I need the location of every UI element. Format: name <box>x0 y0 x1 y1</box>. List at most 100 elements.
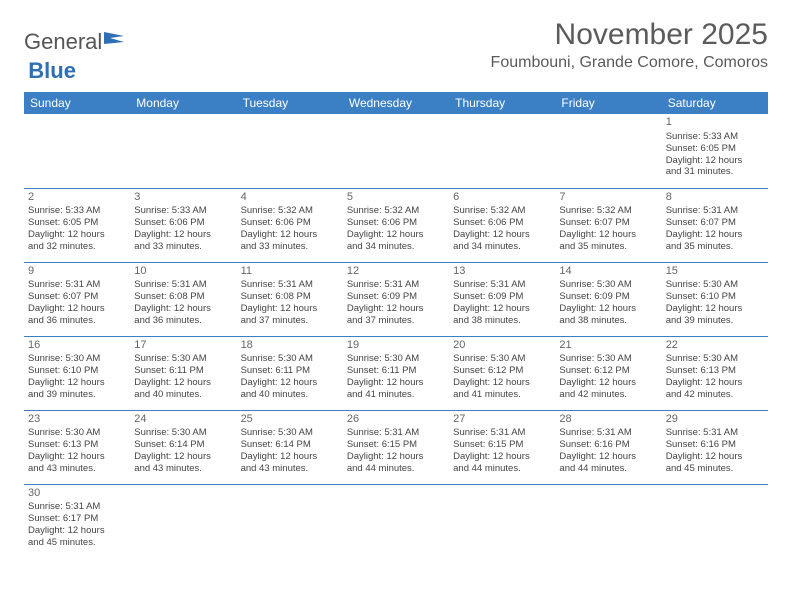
calendar-cell: 22Sunrise: 5:30 AMSunset: 6:13 PMDayligh… <box>662 336 768 410</box>
cell-text: Sunrise: 5:30 AM <box>28 353 126 365</box>
day-header: Thursday <box>449 92 555 114</box>
calendar-cell: 6Sunrise: 5:32 AMSunset: 6:06 PMDaylight… <box>449 188 555 262</box>
cell-text: Sunrise: 5:30 AM <box>347 353 445 365</box>
cell-text: Daylight: 12 hours <box>28 525 126 537</box>
cell-text: Sunset: 6:15 PM <box>347 439 445 451</box>
calendar-cell: 7Sunrise: 5:32 AMSunset: 6:07 PMDaylight… <box>555 188 661 262</box>
cell-text: Sunset: 6:16 PM <box>666 439 764 451</box>
calendar-cell: 18Sunrise: 5:30 AMSunset: 6:11 PMDayligh… <box>237 336 343 410</box>
calendar-cell <box>343 484 449 558</box>
day-number: 26 <box>347 413 445 427</box>
day-number: 20 <box>453 339 551 353</box>
calendar-cell <box>237 484 343 558</box>
cell-text: Sunrise: 5:30 AM <box>134 353 232 365</box>
day-number: 5 <box>347 191 445 205</box>
day-number: 15 <box>666 265 764 279</box>
cell-text: Daylight: 12 hours <box>347 229 445 241</box>
day-number: 6 <box>453 191 551 205</box>
calendar-cell: 29Sunrise: 5:31 AMSunset: 6:16 PMDayligh… <box>662 410 768 484</box>
calendar-cell: 4Sunrise: 5:32 AMSunset: 6:06 PMDaylight… <box>237 188 343 262</box>
calendar-cell <box>555 114 661 188</box>
month-title: November 2025 <box>491 18 768 52</box>
calendar-cell: 1Sunrise: 5:33 AMSunset: 6:05 PMDaylight… <box>662 114 768 188</box>
calendar-cell <box>130 114 236 188</box>
day-number: 24 <box>134 413 232 427</box>
calendar-cell: 28Sunrise: 5:31 AMSunset: 6:16 PMDayligh… <box>555 410 661 484</box>
cell-text: and 44 minutes. <box>559 463 657 475</box>
cell-text: and 35 minutes. <box>559 241 657 253</box>
cell-text: Daylight: 12 hours <box>666 377 764 389</box>
calendar-cell: 13Sunrise: 5:31 AMSunset: 6:09 PMDayligh… <box>449 262 555 336</box>
logo-text-general: General <box>24 29 102 55</box>
calendar-cell: 26Sunrise: 5:31 AMSunset: 6:15 PMDayligh… <box>343 410 449 484</box>
logo: General <box>24 18 126 58</box>
day-number: 30 <box>28 487 126 501</box>
day-header: Wednesday <box>343 92 449 114</box>
cell-text: Sunrise: 5:31 AM <box>559 427 657 439</box>
calendar-cell: 3Sunrise: 5:33 AMSunset: 6:06 PMDaylight… <box>130 188 236 262</box>
day-number: 18 <box>241 339 339 353</box>
cell-text: Sunset: 6:08 PM <box>134 291 232 303</box>
cell-text: and 41 minutes. <box>453 389 551 401</box>
cell-text: and 38 minutes. <box>559 315 657 327</box>
cell-text: and 42 minutes. <box>666 389 764 401</box>
day-number: 9 <box>28 265 126 279</box>
calendar-cell <box>449 114 555 188</box>
cell-text: Sunrise: 5:31 AM <box>347 427 445 439</box>
day-number: 29 <box>666 413 764 427</box>
cell-text: Sunset: 6:13 PM <box>666 365 764 377</box>
cell-text: Sunrise: 5:30 AM <box>559 279 657 291</box>
day-number: 21 <box>559 339 657 353</box>
calendar-cell: 23Sunrise: 5:30 AMSunset: 6:13 PMDayligh… <box>24 410 130 484</box>
cell-text: Sunset: 6:12 PM <box>453 365 551 377</box>
cell-text: and 37 minutes. <box>347 315 445 327</box>
cell-text: and 32 minutes. <box>28 241 126 253</box>
cell-text: Sunset: 6:13 PM <box>28 439 126 451</box>
cell-text: and 37 minutes. <box>241 315 339 327</box>
cell-text: and 40 minutes. <box>241 389 339 401</box>
calendar-cell: 17Sunrise: 5:30 AMSunset: 6:11 PMDayligh… <box>130 336 236 410</box>
cell-text: Sunrise: 5:33 AM <box>134 205 232 217</box>
cell-text: Sunrise: 5:31 AM <box>453 279 551 291</box>
cell-text: Sunset: 6:14 PM <box>134 439 232 451</box>
calendar-cell <box>24 114 130 188</box>
cell-text: Daylight: 12 hours <box>347 451 445 463</box>
calendar-cell: 11Sunrise: 5:31 AMSunset: 6:08 PMDayligh… <box>237 262 343 336</box>
cell-text: Sunrise: 5:30 AM <box>134 427 232 439</box>
cell-text: Sunrise: 5:30 AM <box>559 353 657 365</box>
calendar-cell: 16Sunrise: 5:30 AMSunset: 6:10 PMDayligh… <box>24 336 130 410</box>
calendar-cell: 30Sunrise: 5:31 AMSunset: 6:17 PMDayligh… <box>24 484 130 558</box>
calendar-cell: 24Sunrise: 5:30 AMSunset: 6:14 PMDayligh… <box>130 410 236 484</box>
calendar-row: 9Sunrise: 5:31 AMSunset: 6:07 PMDaylight… <box>24 262 768 336</box>
cell-text: and 43 minutes. <box>241 463 339 475</box>
cell-text: Sunrise: 5:30 AM <box>453 353 551 365</box>
cell-text: Sunrise: 5:31 AM <box>28 501 126 513</box>
calendar-row: 2Sunrise: 5:33 AMSunset: 6:05 PMDaylight… <box>24 188 768 262</box>
cell-text: Daylight: 12 hours <box>134 377 232 389</box>
cell-text: Daylight: 12 hours <box>453 303 551 315</box>
cell-text: Sunrise: 5:32 AM <box>241 205 339 217</box>
day-header: Sunday <box>24 92 130 114</box>
cell-text: Sunrise: 5:31 AM <box>347 279 445 291</box>
day-number: 10 <box>134 265 232 279</box>
day-number: 22 <box>666 339 764 353</box>
cell-text: Sunset: 6:11 PM <box>241 365 339 377</box>
day-number: 14 <box>559 265 657 279</box>
day-number: 25 <box>241 413 339 427</box>
cell-text: Daylight: 12 hours <box>28 451 126 463</box>
day-number: 16 <box>28 339 126 353</box>
cell-text: Sunrise: 5:33 AM <box>666 131 764 143</box>
cell-text: and 39 minutes. <box>666 315 764 327</box>
cell-text: Sunrise: 5:31 AM <box>241 279 339 291</box>
cell-text: Daylight: 12 hours <box>559 303 657 315</box>
cell-text: Daylight: 12 hours <box>241 451 339 463</box>
cell-text: Daylight: 12 hours <box>241 303 339 315</box>
calendar-cell: 19Sunrise: 5:30 AMSunset: 6:11 PMDayligh… <box>343 336 449 410</box>
day-number: 13 <box>453 265 551 279</box>
cell-text: Daylight: 12 hours <box>134 303 232 315</box>
day-number: 3 <box>134 191 232 205</box>
cell-text: and 43 minutes. <box>28 463 126 475</box>
cell-text: and 33 minutes. <box>241 241 339 253</box>
day-number: 19 <box>347 339 445 353</box>
calendar-cell: 2Sunrise: 5:33 AMSunset: 6:05 PMDaylight… <box>24 188 130 262</box>
